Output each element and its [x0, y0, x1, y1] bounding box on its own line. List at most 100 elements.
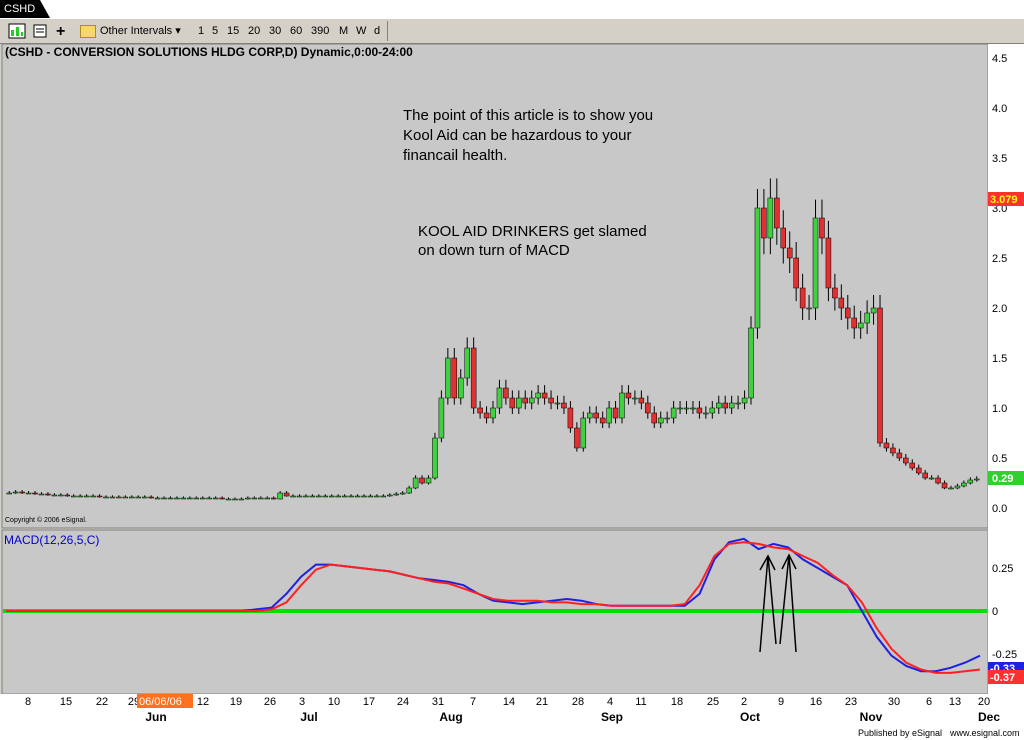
last-price-badge	[988, 192, 1024, 206]
published-label: Published by eSignal	[858, 728, 942, 738]
month-tick-label: Jul	[300, 710, 317, 724]
candle-body	[309, 495, 316, 498]
candle-body	[251, 497, 258, 500]
candle-body	[103, 496, 109, 499]
annotation-macd-line-2: on down turn of MACD	[418, 242, 570, 259]
candle-body	[625, 392, 632, 399]
candle-body	[225, 498, 232, 501]
candle-body	[109, 496, 116, 499]
chart-type-icon[interactable]	[8, 23, 26, 41]
candle-body	[154, 497, 161, 500]
day-tick-label: 25	[707, 696, 719, 708]
candle-body	[922, 472, 928, 479]
candle-body	[832, 287, 838, 299]
other-intervals-dropdown[interactable]: Other Intervals ▾	[80, 22, 181, 40]
day-tick-label: 24	[397, 696, 409, 708]
candle-body	[928, 477, 935, 480]
macd-y-axis-labels: 0.25 0 -0.25	[992, 563, 1017, 661]
candle-body	[258, 497, 264, 500]
candle-body	[567, 407, 574, 429]
interval-30[interactable]: 30	[269, 25, 282, 37]
day-tick-label: 16	[810, 696, 822, 708]
day-tick-label: 19	[230, 696, 242, 708]
candle-body	[754, 207, 761, 329]
price-tick-label: 0.0	[992, 503, 1007, 515]
price-tick-label: 2.5	[992, 253, 1007, 265]
month-tick-label: Nov	[860, 710, 883, 724]
copyright: Copyright © 2006 eSignal.	[5, 516, 87, 524]
candle-body	[516, 397, 522, 409]
day-tick-label: 8	[25, 696, 31, 708]
price-tick-label: 4.5	[992, 53, 1007, 65]
candle-body	[361, 495, 367, 498]
candle-body	[812, 217, 819, 309]
candle-body	[961, 482, 967, 487]
annotation-macd: KOOL AID DRINKERS get slamed on down tur…	[418, 223, 647, 259]
day-tick-label: 18	[671, 696, 683, 708]
interval-60[interactable]: 60	[290, 25, 303, 37]
candlestick-series	[6, 178, 980, 501]
interval-15[interactable]: 15	[227, 25, 240, 37]
candle-body	[90, 495, 96, 498]
interval-20[interactable]: 20	[248, 25, 261, 37]
candle-body	[683, 407, 690, 410]
interval-390[interactable]: 390	[311, 25, 330, 37]
candle-body	[574, 427, 580, 449]
macd-tick-label: 0.25	[992, 563, 1013, 575]
candle-body	[219, 497, 225, 500]
candle-body	[245, 497, 251, 500]
candle-body	[670, 407, 677, 419]
price-tick-label: 1.0	[992, 403, 1007, 415]
candle-body	[303, 495, 309, 498]
candle-body	[483, 412, 490, 419]
candle-body	[58, 494, 64, 497]
candle-body	[116, 496, 122, 499]
candle-body	[548, 397, 554, 404]
day-tick-label: 9	[778, 696, 784, 708]
interval-1[interactable]: 1	[198, 25, 205, 37]
candle-body	[967, 479, 974, 484]
candle-body	[161, 497, 167, 500]
candle-body	[838, 297, 845, 309]
day-tick-label: 10	[328, 696, 340, 708]
candle-body	[399, 492, 406, 495]
add-icon[interactable]: +	[56, 23, 66, 40]
candle-body	[354, 495, 361, 498]
interval-m[interactable]: M	[339, 25, 349, 37]
candle-body	[954, 485, 961, 489]
candle-body	[528, 397, 535, 404]
properties-icon[interactable]	[32, 23, 50, 41]
candle-body	[522, 397, 529, 404]
chart-area[interactable]: (CSHD - CONVERSION SOLUTIONS HLDG CORP,D…	[0, 44, 1024, 740]
day-tick-label: 22	[96, 696, 108, 708]
dropdown-arrow-icon: ▾	[175, 25, 181, 37]
candle-body	[322, 495, 329, 498]
candle-body	[709, 407, 716, 414]
candle-body	[722, 402, 728, 409]
candle-body	[632, 397, 638, 400]
candle-body	[761, 207, 767, 239]
candle-body	[793, 257, 799, 289]
day-tick-label: 15	[60, 696, 72, 708]
tab-symbol[interactable]: CSHD	[0, 0, 50, 18]
candle-body	[232, 498, 238, 501]
current-price-badge-text: 0.29	[992, 473, 1013, 485]
month-tick-label: Jun	[145, 710, 166, 724]
candle-body	[51, 494, 58, 497]
candle-body	[851, 317, 857, 329]
candle-body	[148, 496, 154, 499]
day-tick-label: 28	[572, 696, 584, 708]
interval-w[interactable]: W	[356, 25, 367, 37]
candle-body	[864, 312, 870, 324]
price-tick-label: 4.0	[992, 103, 1007, 115]
chart-title: (CSHD - CONVERSION SOLUTIONS HLDG CORP,D…	[5, 45, 413, 59]
candle-body	[264, 497, 270, 500]
price-y-axis-labels: 0.00.51.01.52.02.53.03.54.04.5	[992, 53, 1007, 515]
day-tick-label: 17	[363, 696, 375, 708]
candle-body	[77, 495, 83, 498]
candle-body	[341, 495, 348, 498]
candle-body	[799, 287, 806, 309]
candle-body	[6, 492, 12, 495]
interval-5[interactable]: 5	[212, 25, 219, 37]
interval-d[interactable]: d	[374, 25, 381, 37]
